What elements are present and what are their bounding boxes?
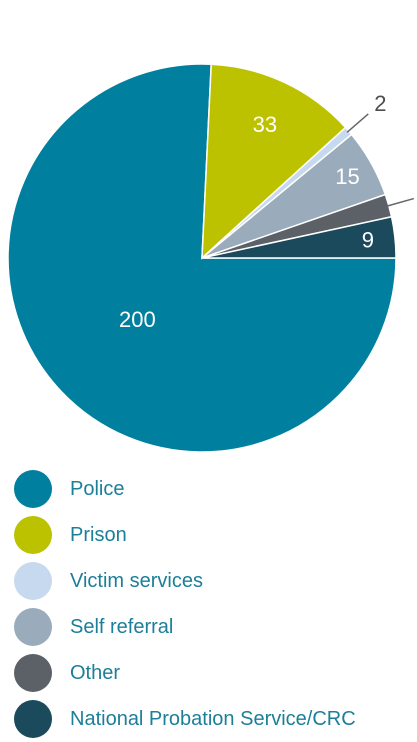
legend-item-victim-services: Victim services: [14, 558, 356, 604]
legend-swatch: [14, 562, 52, 600]
leader-line-other: [386, 197, 415, 207]
legend-label: Police: [70, 477, 125, 500]
data-label-police: 200: [119, 307, 156, 332]
legend-label: Victim services: [70, 569, 203, 592]
legend-swatch: [14, 516, 52, 554]
legend-label: Other: [70, 661, 121, 684]
legend-item-self-referral: Self referral: [14, 604, 356, 650]
legend-item-national-probation-service-crc: National Probation Service/CRC: [14, 696, 356, 742]
data-label-national-probation-service-crc: 9: [362, 228, 374, 253]
legend-item-other: Other: [14, 650, 356, 696]
legend: Police Prison Victim services Self referral…: [14, 466, 356, 742]
data-label-prison: 33: [253, 112, 277, 137]
legend-swatch: [14, 700, 52, 738]
pie-slice-national-probation-service-crc: [201, 215, 397, 259]
legend-label: National Probation Service/CRC: [70, 707, 356, 730]
pie-slice-prison: [201, 63, 347, 260]
data-label-self-referral: 15: [335, 164, 359, 189]
leader-line-victim-services: [346, 113, 369, 133]
legend-label: Self referral: [70, 615, 174, 638]
legend-swatch: [14, 654, 52, 692]
legend-swatch: [14, 470, 52, 508]
legend-item-prison: Prison: [14, 512, 356, 558]
pie-chart: 2003321559: [7, 63, 415, 453]
data-label-victim-services: 2: [374, 91, 386, 116]
legend-label: Prison: [70, 523, 127, 546]
pie-slice-police: [7, 63, 397, 453]
legend-item-police: Police: [14, 466, 356, 512]
legend-swatch: [14, 608, 52, 646]
